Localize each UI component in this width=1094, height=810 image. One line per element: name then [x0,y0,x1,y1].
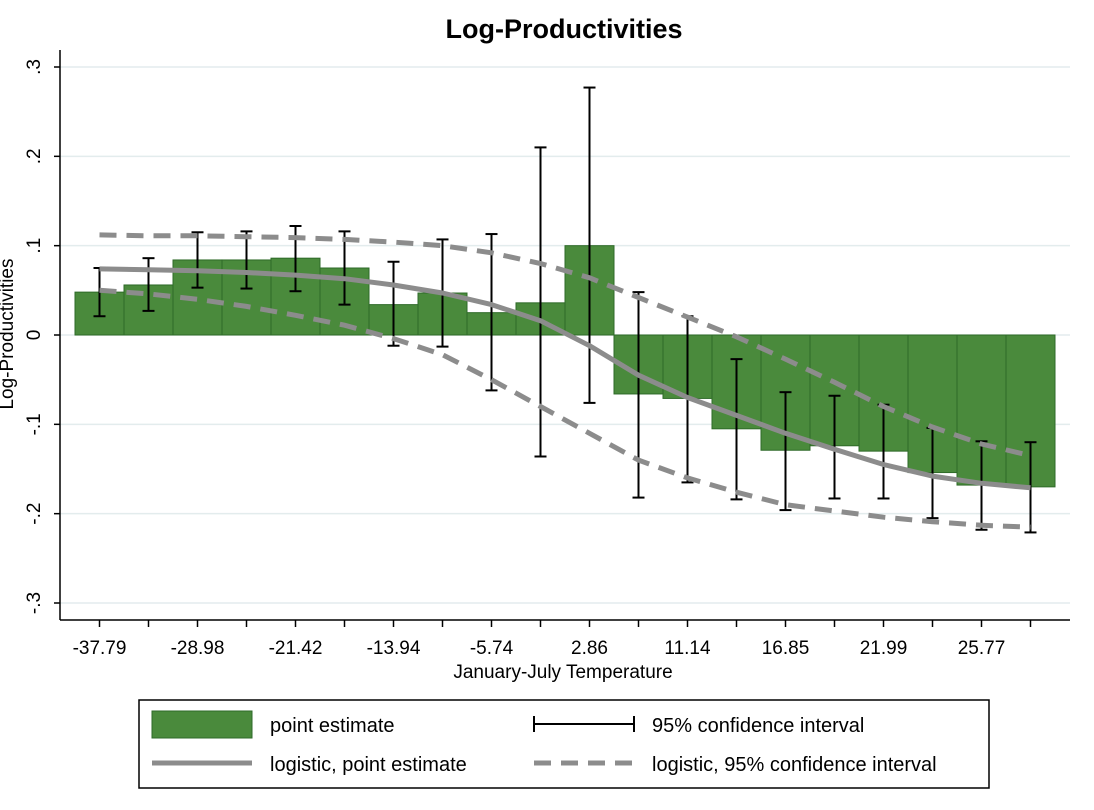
legend-label-confidence-interval: 95% confidence interval [652,715,864,737]
x-tick-label: 25.77 [958,638,1006,659]
legend-label-point-estimate: point estimate [270,715,395,737]
y-tick-label: -.3 [24,592,45,614]
error-bar [191,231,204,289]
y-axis-label: Log-Productivities [0,258,18,409]
legend-swatch-confidence-interval [533,716,635,732]
error-bar [779,391,792,512]
chart-title: Log-Productivities [445,14,682,44]
x-tick-label: -5.74 [470,638,514,659]
error-bar [387,260,400,347]
x-tick-label: -37.79 [73,638,127,659]
logistic-ci-lower-line [99,287,1031,530]
y-tick-label: -.1 [24,413,45,435]
x-tick-label: 11.14 [664,638,711,659]
y-tick-label: .2 [24,148,45,164]
error-bar [142,257,155,312]
x-tick-label: -28.98 [171,638,225,659]
x-tick-label: 21.99 [860,638,908,659]
logistic-point-line [99,266,1031,491]
x-axis-label: January-July Temperature [453,662,672,683]
error-bar [730,358,743,501]
error-bar [240,230,253,290]
y-tick-label: -.2 [24,503,45,525]
legend-label-logistic-ci: logistic, 95% confidence interval [652,754,937,776]
legend-box [138,699,990,789]
logistic-lines [99,232,1032,530]
legend-swatch-point-estimate [151,710,253,739]
legend-label-logistic-point: logistic, point estimate [270,754,467,776]
y-tick-label: .3 [24,59,45,75]
logistic-ci-upper-line [99,232,1032,459]
y-tick-label: .1 [24,238,45,254]
error-bar [632,291,645,499]
axes: -.3 -.2 -.1 0 .1 .2 .3 -37.79 -28.98 -21.42 -13.94… [24,50,1070,659]
error-bar [338,230,351,306]
legend: point estimate 95% confidence interval l… [138,699,990,789]
x-tick-label: -13.94 [367,638,421,659]
y-tick-label: 0 [24,330,45,341]
x-tick-label: 2.86 [571,638,608,659]
x-tick-label: -21.42 [269,638,323,659]
x-tick-label: 16.85 [762,638,810,659]
error-bar [583,86,596,404]
error-bar [485,233,498,392]
